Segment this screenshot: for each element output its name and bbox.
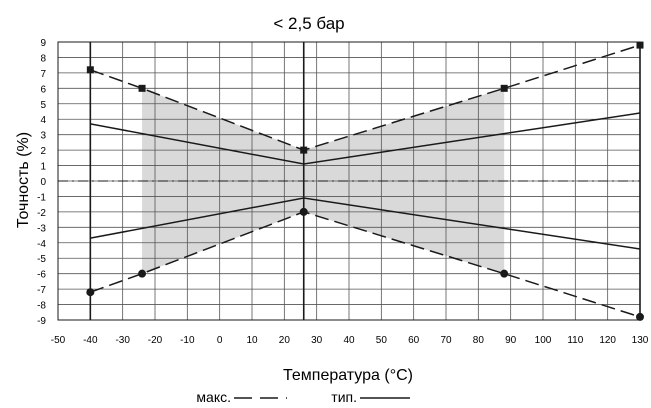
y-tick-label: -7 (37, 285, 46, 296)
circle-marker (636, 312, 644, 321)
x-tick-label: 0 (217, 335, 223, 346)
x-tick-label: 100 (535, 335, 552, 346)
y-tick-label: 7 (40, 69, 46, 80)
x-tick-label: 110 (567, 335, 583, 346)
y-tick-label: -4 (37, 239, 46, 250)
circle-marker (500, 269, 509, 278)
x-tick-label: 10 (246, 335, 258, 346)
square-marker (500, 84, 508, 92)
x-tick-label: -10 (180, 335, 195, 346)
typ-line-3 (90, 197, 641, 250)
square-marker (300, 146, 308, 154)
y-tick-label: 5 (40, 100, 46, 111)
y-tick-label: 3 (40, 131, 46, 142)
x-tick-label: 80 (473, 335, 485, 346)
y-tick-label: -6 (37, 270, 46, 281)
legend-max-label: макс. (196, 389, 231, 405)
y-tick-label: 6 (40, 84, 46, 95)
circle-marker (299, 207, 308, 216)
y-axis-label: Точность (%) (15, 132, 32, 228)
legend: макс. тип. (196, 389, 410, 405)
x-tick-label: -50 (51, 335, 66, 346)
y-tick-label: 9 (40, 38, 46, 49)
y-tick-label: -1 (37, 192, 46, 203)
x-tick-label: 40 (343, 335, 355, 346)
circle-marker (86, 288, 95, 297)
legend-typ-label: тип. (331, 389, 357, 405)
square-marker (636, 41, 644, 49)
grid-layer (57, 41, 641, 321)
x-tick-label: 20 (279, 335, 291, 346)
y-tick-label: 2 (40, 146, 46, 157)
x-axis-label: Температура (°C) (283, 367, 413, 384)
x-tick-label: 130 (632, 335, 649, 346)
y-tick-label: -9 (37, 316, 46, 327)
x-tick-label: 70 (440, 335, 452, 346)
x-tick-label: -30 (115, 335, 130, 346)
x-tick-label: 90 (505, 335, 517, 346)
square-marker (86, 66, 94, 74)
y-tick-label: -8 (37, 301, 46, 312)
x-tick-label: 60 (408, 335, 420, 346)
x-tick-label: -40 (83, 335, 98, 346)
y-tick-label: -3 (37, 223, 46, 234)
x-tick-label: 120 (599, 335, 616, 346)
chart-title: < 2,5 бар (273, 14, 344, 33)
y-tick-label: 8 (40, 53, 46, 64)
typ-line-2 (90, 112, 641, 165)
square-marker (138, 84, 146, 92)
tick-layer: -50 -40 -30 -20 -10 0 10 20 30 40 50 60 70 80 90 100 110… (37, 38, 649, 346)
x-tick-label: 30 (311, 335, 323, 346)
y-tick-label: -2 (37, 208, 46, 219)
circle-marker (138, 269, 147, 278)
y-tick-label: -5 (37, 254, 46, 265)
y-tick-label: 4 (40, 115, 46, 126)
series-layer (86, 41, 644, 321)
y-tick-label: 1 (40, 162, 46, 173)
x-tick-label: 50 (376, 335, 388, 346)
x-tick-label: -20 (148, 335, 163, 346)
y-tick-label: 0 (40, 177, 46, 188)
